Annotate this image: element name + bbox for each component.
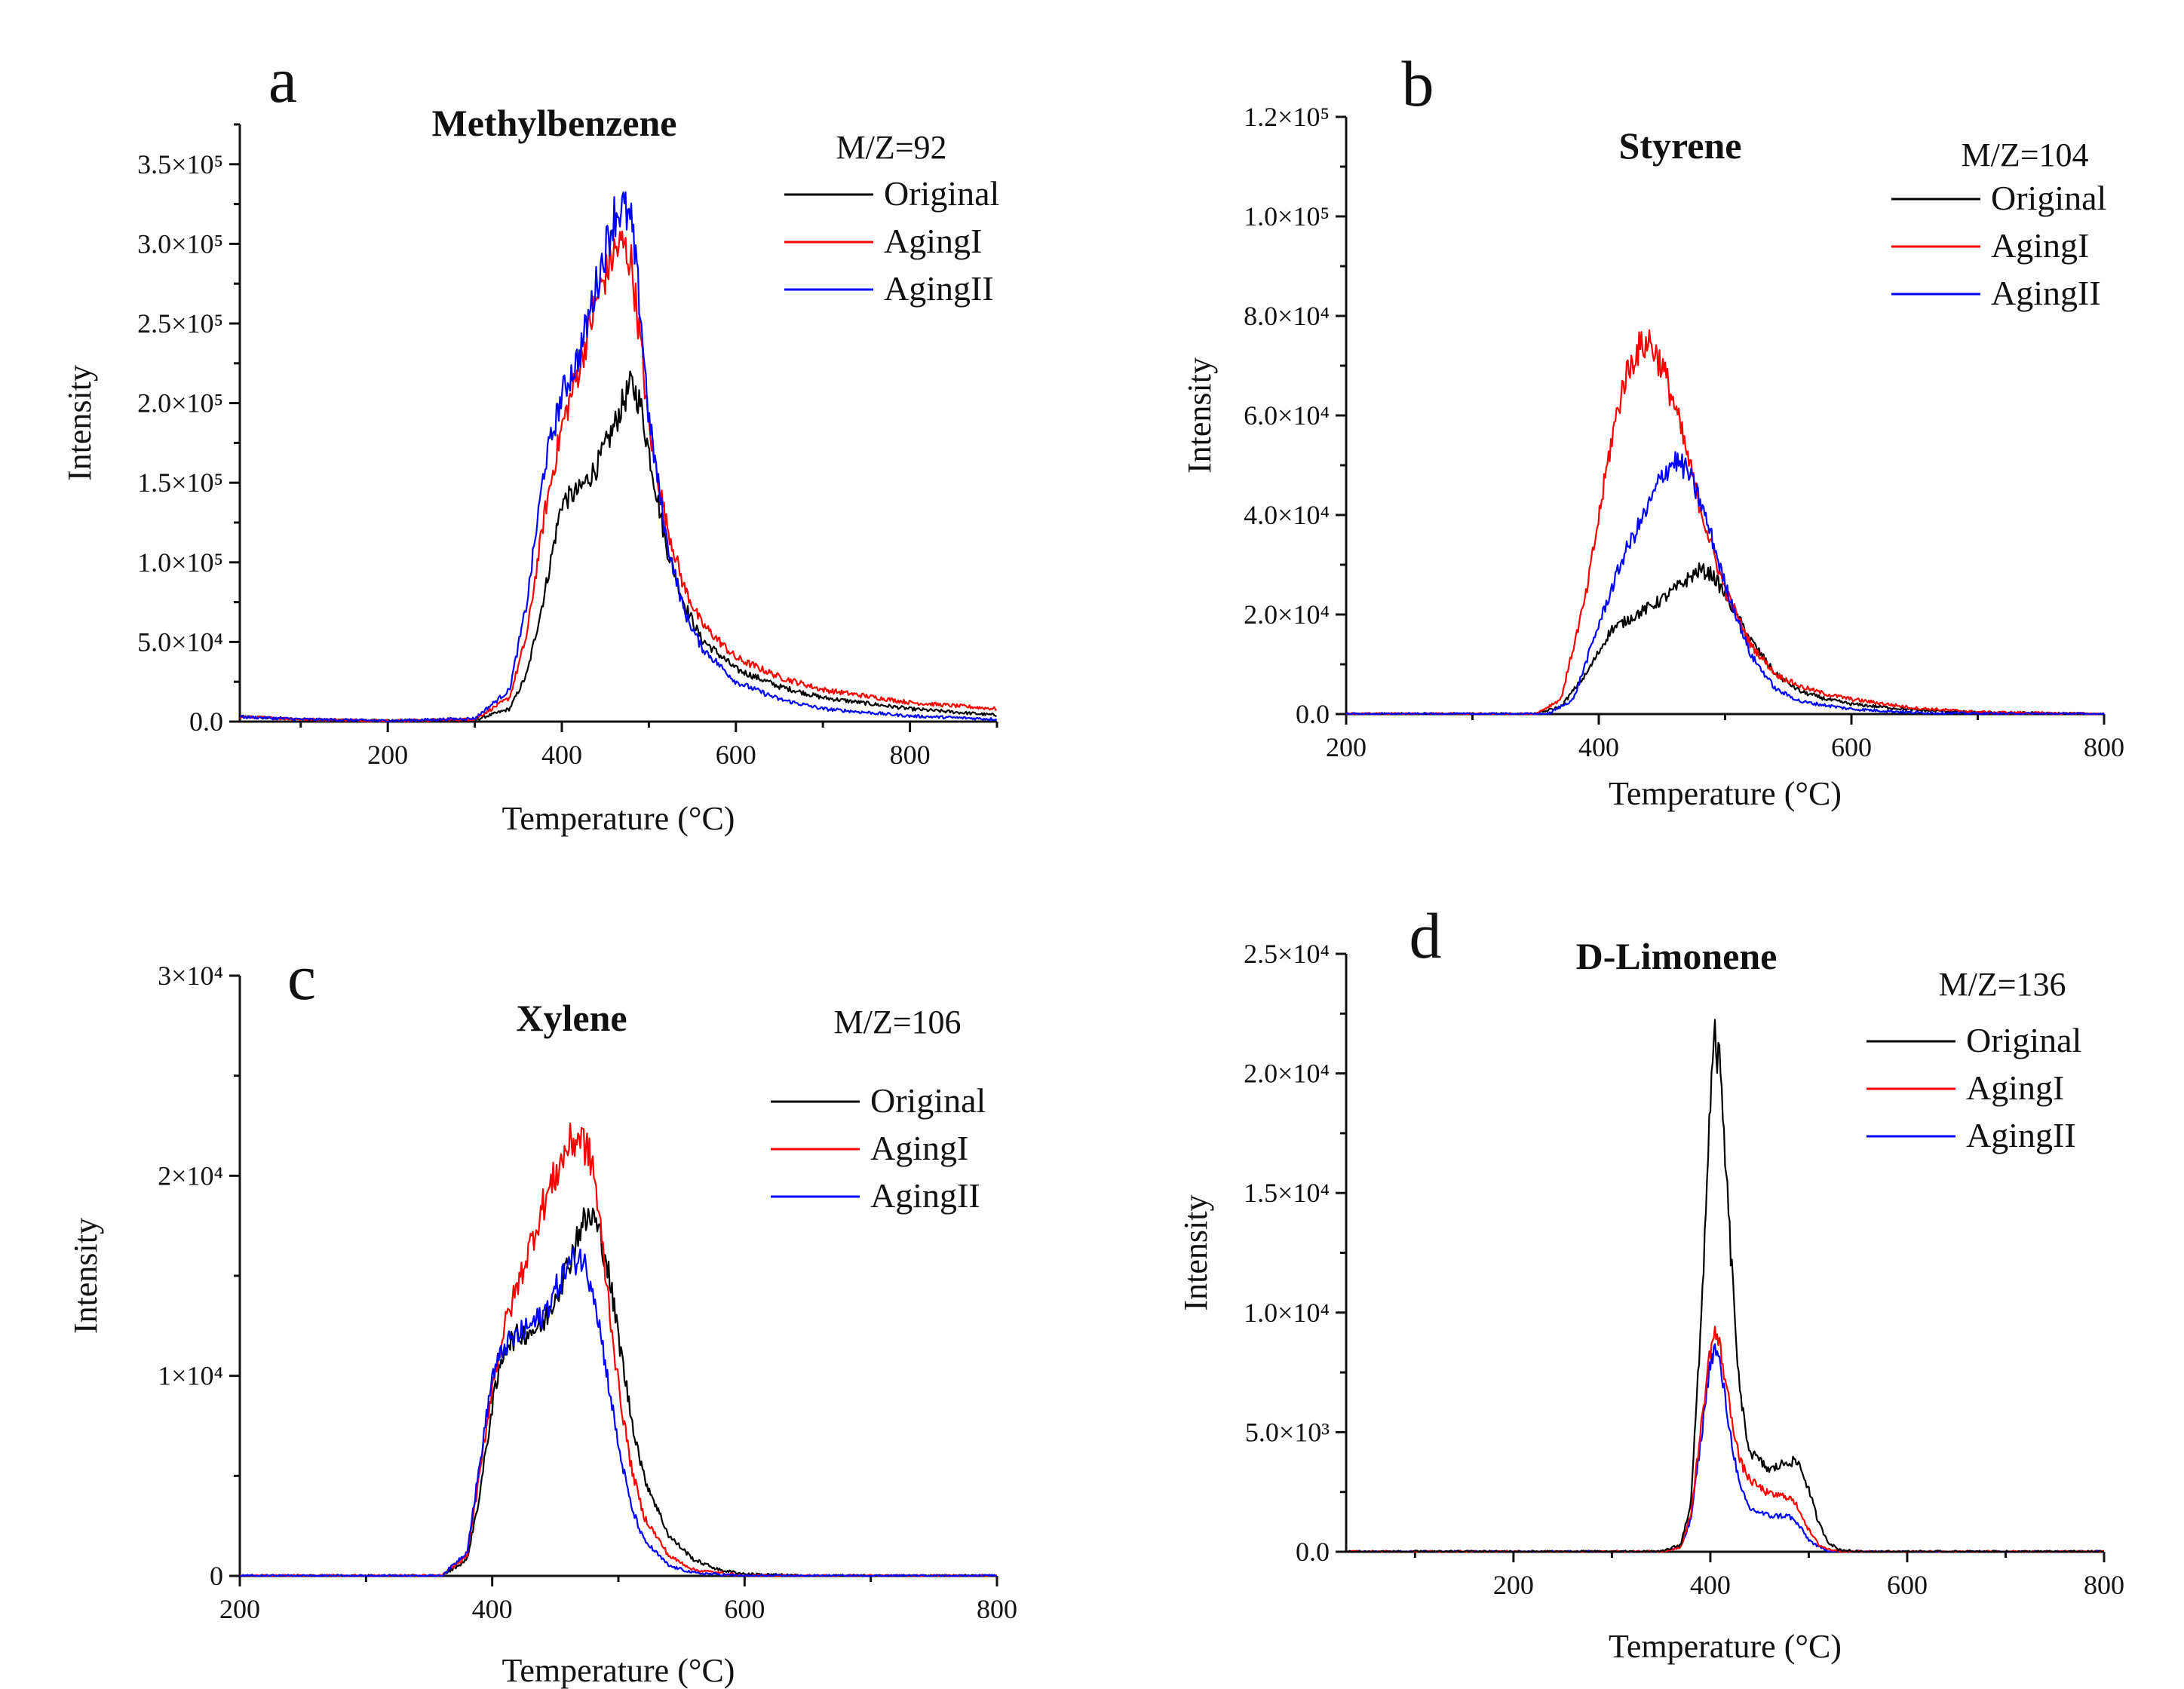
- y-tick-label: 4.0×10⁴: [1244, 500, 1330, 530]
- panel-letter: b: [1402, 48, 1434, 120]
- legend-label-original: Original: [1966, 1021, 2081, 1059]
- legend-label-agingii: AgingII: [884, 269, 994, 308]
- series-agingii-line: [239, 1246, 997, 1577]
- y-tick-label: 2.0×10⁴: [1244, 1059, 1330, 1089]
- x-tick-label: 600: [724, 1594, 765, 1624]
- x-tick-label: 600: [1887, 1570, 1928, 1600]
- x-tick-label: 400: [541, 740, 582, 770]
- y-tick-label: 5.0×10³: [1245, 1417, 1330, 1447]
- axes-frame: [238, 976, 997, 1577]
- legend-label-original: Original: [1991, 179, 2106, 217]
- panel-b: 200 400 600 800 0.0 2.0×10⁴ 4.0×10⁴ 6.0×10⁴ 8.0×…: [1181, 48, 2124, 812]
- series-original-line: [1345, 1019, 2105, 1553]
- x-tick-label: 800: [2084, 732, 2124, 762]
- legend-label-original: Original: [870, 1081, 986, 1120]
- y-tick-label: 3.0×10⁵: [137, 228, 223, 259]
- chart-title: Xylene: [516, 997, 627, 1039]
- x-axis-label: Temperature (°C): [502, 1652, 735, 1689]
- mz-annotation: M/Z=92: [836, 129, 946, 166]
- chart-title: D-Limonene: [1576, 935, 1778, 977]
- chart-title: Styrene: [1619, 124, 1742, 167]
- y-tick-label: 0: [210, 1561, 223, 1591]
- y-tick-label: 8.0×10⁴: [1244, 301, 1330, 331]
- series-agingi-line: [239, 230, 997, 723]
- legend: Original AgingI AgingII: [784, 174, 999, 308]
- legend-label-agingi: AgingI: [884, 222, 982, 260]
- series-original-line: [240, 1207, 997, 1577]
- legend: Original AgingI AgingII: [1867, 1021, 2081, 1154]
- y-tick-label: 0.0: [1296, 1537, 1330, 1567]
- y-tick-label: 1.0×10⁴: [1244, 1298, 1330, 1328]
- y-tick-label: 1×10⁴: [158, 1361, 223, 1391]
- panel-a: 200 400 600 800 0.0 5.0×10⁴ 1.0×10⁵ 1.5×10⁵ 2.0×…: [61, 44, 999, 837]
- y-tick-label: 2×10⁴: [158, 1160, 223, 1191]
- x-tick-label: 200: [1493, 1570, 1534, 1600]
- y-tick-label: 2.0×10⁴: [1244, 599, 1330, 630]
- x-tick-label: 400: [472, 1594, 513, 1624]
- x-tick-label: 800: [890, 740, 931, 770]
- y-tick-label: 1.2×10⁵: [1244, 102, 1330, 132]
- legend: Original AgingI AgingII: [771, 1081, 986, 1215]
- x-tick-label: 200: [367, 740, 408, 770]
- panel-letter: d: [1409, 900, 1442, 972]
- series-agingi-line: [1345, 1326, 2105, 1553]
- series-agingii-line: [1345, 451, 2105, 716]
- x-tick-label: 600: [716, 740, 756, 770]
- y-tick-label: 6.0×10⁴: [1244, 400, 1330, 431]
- legend-label-agingii: AgingII: [1991, 274, 2101, 312]
- y-tick-label: 1.0×10⁵: [1244, 201, 1330, 231]
- mz-annotation: M/Z=106: [833, 1004, 961, 1041]
- legend-label-agingii: AgingII: [870, 1176, 980, 1215]
- y-axis-label: Intensity: [1181, 357, 1218, 474]
- y-tick-label: 1.0×10⁵: [137, 547, 223, 578]
- y-tick-label: 1.5×10⁴: [1244, 1178, 1330, 1208]
- y-tick-label: 3.5×10⁵: [137, 149, 223, 179]
- x-axis-label: Temperature (°C): [1609, 775, 1842, 812]
- series-original-line: [239, 370, 997, 723]
- chart-title: Methylbenzene: [432, 102, 677, 144]
- panel-d: 200 400 600 800 0.0 5.0×10³ 1.0×10⁴ 1.5×10⁴ 2.0×…: [1177, 900, 2124, 1665]
- y-axis-label: Intensity: [67, 1218, 104, 1334]
- y-tick-label: 2.5×10⁵: [137, 308, 223, 339]
- x-axis-label: Temperature (°C): [1609, 1628, 1842, 1665]
- x-tick-label: 200: [219, 1594, 260, 1624]
- y-tick-label: 1.5×10⁵: [137, 467, 223, 498]
- panel-c: 200 400 600 800 0 1×10⁴ 2×10⁴ 3×10⁴ c Xylene M/Z=1…: [67, 941, 1017, 1689]
- mz-annotation: M/Z=136: [1938, 966, 2066, 1003]
- y-tick-label: 2.0×10⁵: [137, 388, 223, 418]
- y-tick-label: 0.0: [1296, 699, 1330, 729]
- x-tick-label: 800: [977, 1594, 1017, 1624]
- legend-label-agingi: AgingI: [1991, 226, 2089, 265]
- series-agingii-line: [239, 191, 998, 723]
- y-axis-label: Intensity: [1177, 1195, 1214, 1311]
- y-tick-label: 0.0: [189, 707, 223, 737]
- x-tick-label: 200: [1326, 732, 1367, 762]
- legend-label-agingi: AgingI: [1966, 1068, 2064, 1107]
- legend-label-original: Original: [884, 174, 999, 213]
- x-tick-label: 400: [1690, 1570, 1731, 1600]
- mz-annotation: M/Z=104: [1961, 136, 2088, 173]
- x-tick-label: 400: [1578, 732, 1619, 762]
- legend-label-agingi: AgingI: [870, 1129, 968, 1167]
- y-tick-label: 2.5×10⁴: [1244, 939, 1330, 969]
- x-axis-label: Temperature (°C): [502, 800, 735, 837]
- y-axis-label: Intensity: [61, 365, 98, 481]
- legend-label-agingii: AgingII: [1966, 1116, 2076, 1154]
- x-tick-label: 800: [2084, 1570, 2124, 1600]
- panel-letter: c: [287, 941, 316, 1013]
- panel-letter: a: [268, 44, 297, 116]
- y-tick-label: 3×10⁴: [158, 961, 223, 991]
- legend: Original AgingI AgingII: [1891, 179, 2106, 312]
- series-agingii-line: [1346, 1343, 2104, 1553]
- x-tick-label: 600: [1831, 732, 1872, 762]
- series-agingi-line: [1346, 329, 2105, 716]
- y-tick-label: 5.0×10⁴: [137, 627, 223, 657]
